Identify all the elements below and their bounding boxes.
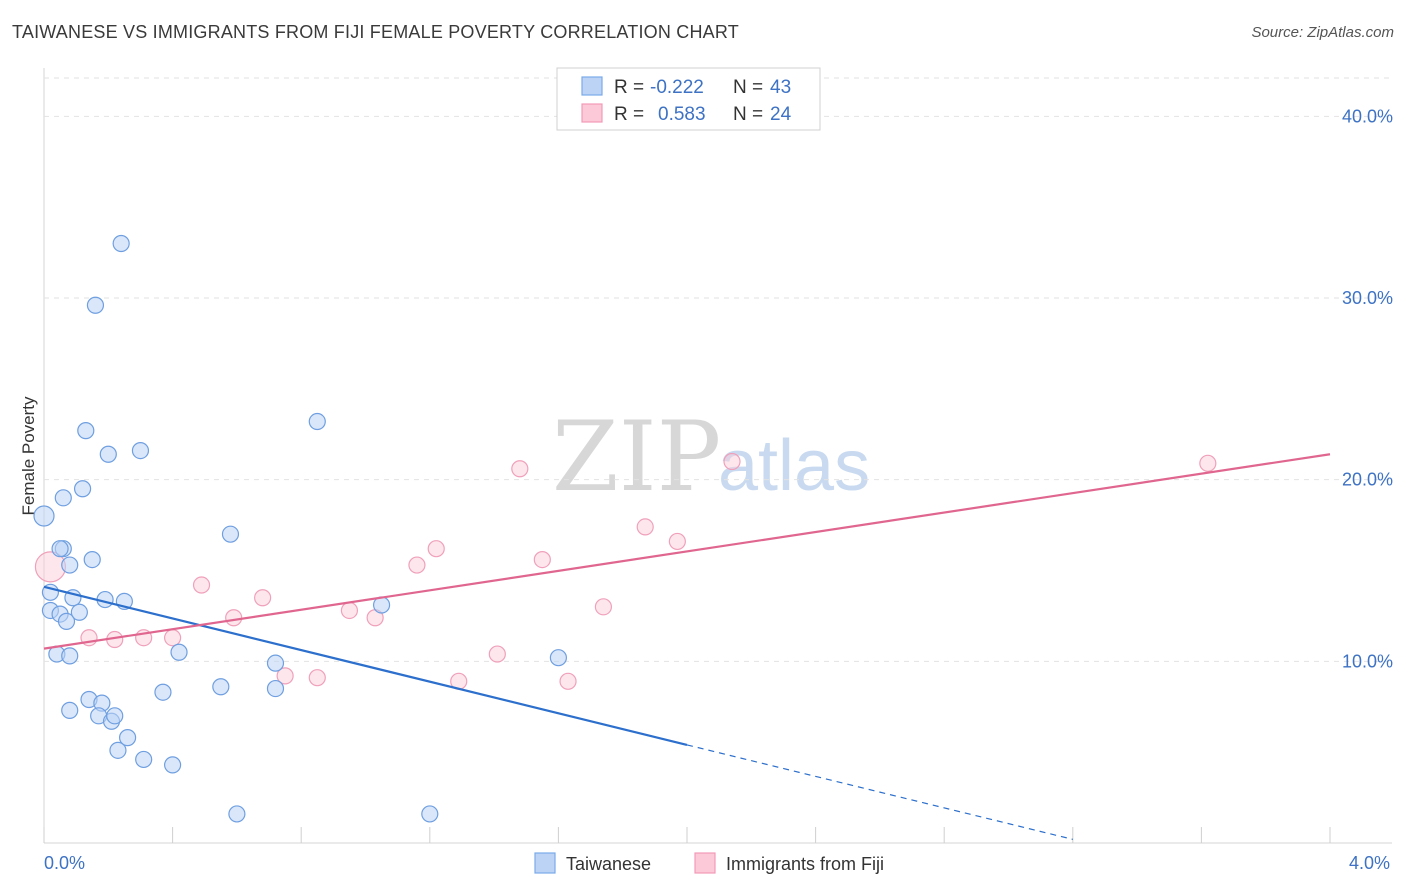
- series-taiwanese-points: [33, 234, 568, 823]
- trend-taiwanese: [43, 585, 688, 746]
- point-taiwanese-40: [228, 805, 246, 823]
- point-fiji-16: [511, 460, 529, 478]
- legend-box: R = -0.222 N = 43 R = 0.583 N = 24: [556, 67, 821, 131]
- legend-swatch-taiwanese: [581, 76, 603, 96]
- point-fiji-17: [533, 550, 551, 569]
- source-label: Source: ZipAtlas.com: [1251, 24, 1394, 41]
- y-tick-label-1: 20.0%: [1342, 470, 1393, 490]
- point-taiwanese-14: [61, 556, 79, 574]
- point-taiwanese-6: [57, 612, 76, 630]
- point-taiwanese-42: [51, 540, 69, 558]
- point-fiji-13: [427, 540, 445, 558]
- point-fiji-15: [488, 645, 506, 663]
- point-taiwanese-12: [77, 422, 95, 440]
- point-taiwanese-31: [164, 756, 182, 774]
- legend-r-value-1: -0.222: [650, 77, 704, 98]
- point-taiwanese-15: [99, 445, 117, 463]
- bottom-legend-taiwanese: Taiwanese: [566, 854, 651, 874]
- point-taiwanese-27: [118, 729, 137, 747]
- point-taiwanese-7: [61, 647, 79, 665]
- trend-taiwanese-extension: [686, 744, 1073, 840]
- point-fiji-22: [723, 452, 741, 471]
- legend-swatch-fiji: [581, 103, 603, 123]
- point-fiji-20: [636, 518, 654, 536]
- point-taiwanese-36: [266, 679, 285, 698]
- legend-r-label-1: R =: [614, 77, 644, 98]
- point-fiji-12: [408, 556, 426, 574]
- point-taiwanese-10: [54, 489, 72, 507]
- trend-layer: [43, 453, 1331, 840]
- point-taiwanese-32: [170, 643, 188, 661]
- point-fiji-10: [340, 601, 359, 620]
- point-taiwanese-23: [61, 701, 79, 719]
- legend-n-label-2: N =: [733, 104, 763, 125]
- x-tick-label-min: 0.0%: [44, 853, 85, 873]
- point-fiji-9: [308, 669, 326, 687]
- point-taiwanese-29: [135, 750, 153, 769]
- point-fiji-19: [594, 598, 613, 616]
- y-tick-label-0: 10.0%: [1342, 651, 1393, 671]
- point-taiwanese-11: [73, 480, 92, 498]
- bottom-legend-fiji: Immigrants from Fiji: [726, 854, 884, 874]
- point-taiwanese-37: [308, 412, 326, 431]
- legend-r-value-2: 0.583: [658, 104, 706, 125]
- point-taiwanese-18: [86, 296, 105, 314]
- y-tick-layer: 10.0% 20.0% 30.0% 40.0%: [1342, 106, 1393, 671]
- legend-n-label-1: N =: [733, 77, 763, 98]
- point-taiwanese-41: [421, 805, 439, 823]
- point-taiwanese-39: [549, 649, 568, 667]
- point-taiwanese-34: [221, 525, 240, 543]
- point-fiji-6: [225, 609, 243, 627]
- legend-r-label-2: R =: [614, 104, 644, 125]
- legend-n-value-2: 24: [770, 104, 792, 125]
- point-fiji-8: [276, 667, 294, 685]
- point-taiwanese-28: [109, 741, 127, 759]
- x-tick-label-max: 4.0%: [1349, 853, 1390, 873]
- point-fiji-7: [254, 589, 272, 607]
- point-fiji-4: [164, 629, 182, 647]
- point-taiwanese-35: [266, 654, 285, 672]
- point-fiji-23: [1199, 454, 1217, 472]
- y-tick-label-2: 30.0%: [1342, 288, 1393, 308]
- legend-n-value-1: 43: [770, 77, 791, 98]
- series-fiji-points: [34, 452, 1217, 690]
- point-taiwanese-16: [131, 442, 150, 460]
- point-fiji-18: [559, 672, 577, 690]
- bottom-legend-swatch-fiji: [694, 852, 716, 874]
- point-taiwanese-13: [83, 550, 101, 569]
- point-taiwanese-0: [33, 505, 55, 527]
- bottom-legend-swatch-taiwanese: [534, 852, 556, 874]
- chart-title: TAIWANESE VS IMMIGRANTS FROM FIJI FEMALE…: [12, 22, 739, 42]
- point-fiji-21: [668, 532, 686, 551]
- trend-fiji: [43, 453, 1331, 650]
- point-fiji-5: [192, 576, 211, 594]
- point-taiwanese-26: [106, 707, 124, 725]
- point-taiwanese-33: [212, 678, 230, 696]
- y-tick-label-3: 40.0%: [1342, 106, 1393, 126]
- point-taiwanese-17: [112, 234, 130, 253]
- y-axis-label: Female Poverty: [19, 396, 38, 516]
- bottom-legend: Taiwanese Immigrants from Fiji: [534, 852, 884, 874]
- watermark-atlas: atlas: [718, 426, 870, 506]
- watermark-zip: ZIP: [552, 401, 721, 513]
- point-taiwanese-9: [70, 603, 88, 621]
- point-taiwanese-30: [154, 683, 172, 701]
